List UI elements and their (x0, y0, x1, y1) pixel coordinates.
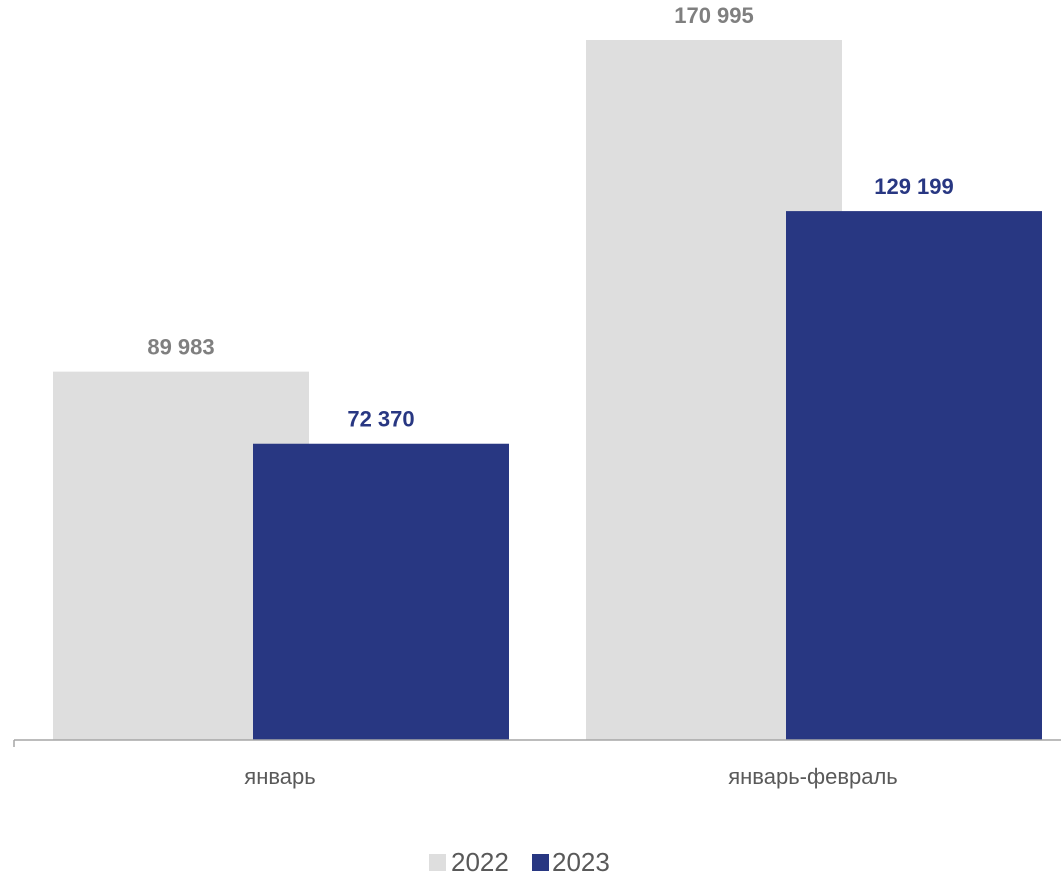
bar-2023-2 (786, 211, 1042, 741)
category-label-1: январь (244, 764, 315, 789)
legend-label-2022: 2022 (451, 847, 509, 875)
legend-swatch-2023 (532, 854, 549, 871)
legend-label-2023: 2023 (552, 847, 610, 875)
category-labels-layer: январь январь-февраль (244, 764, 898, 789)
legend-swatch-2022 (429, 854, 446, 871)
value-labels-layer: 89 983 170 995 72 370 129 199 (147, 3, 953, 432)
legend: 2022 2023 (429, 847, 610, 875)
category-label-2: январь-февраль (728, 764, 898, 789)
value-label-2022-2: 170 995 (674, 3, 754, 28)
value-label-2022-1: 89 983 (147, 335, 214, 360)
bar-2023-1 (253, 443, 509, 740)
bars-layer (53, 40, 1042, 741)
value-label-2023-2: 129 199 (874, 174, 954, 199)
value-label-2023-1: 72 370 (347, 407, 414, 432)
